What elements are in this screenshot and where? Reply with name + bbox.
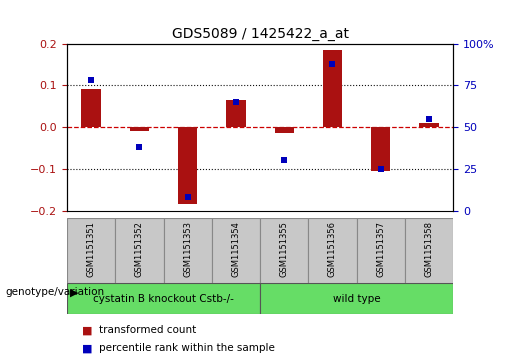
Text: GSM1151352: GSM1151352 [135,221,144,277]
Text: ■: ■ [82,325,93,335]
Bar [81,90,101,127]
Point [87,77,95,83]
Text: cystatin B knockout Cstb-/-: cystatin B knockout Cstb-/- [93,294,234,303]
Bar [274,127,294,133]
Text: GSM1151354: GSM1151354 [231,221,241,277]
Text: GSM1151358: GSM1151358 [424,221,434,277]
Text: ▶: ▶ [70,287,78,297]
Bar [356,218,405,283]
Point [280,158,288,163]
Bar [308,218,356,283]
Bar [323,50,342,127]
Bar [115,218,163,283]
Bar [226,100,246,127]
Point [376,166,385,172]
Bar [419,123,439,127]
Bar [163,218,212,283]
Bar [371,127,390,171]
Point [232,99,240,105]
Text: GSM1151353: GSM1151353 [183,221,192,277]
Text: transformed count: transformed count [99,325,197,335]
Bar [67,283,260,314]
Bar [212,218,260,283]
Bar [260,218,308,283]
Text: GSM1151355: GSM1151355 [280,221,289,277]
Text: wild type: wild type [333,294,381,303]
Text: ■: ■ [82,343,93,354]
Point [329,61,337,66]
Text: GSM1151351: GSM1151351 [87,221,96,277]
Text: GSM1151356: GSM1151356 [328,221,337,277]
Text: genotype/variation: genotype/variation [5,287,104,297]
Text: GSM1151357: GSM1151357 [376,221,385,277]
Bar [178,127,197,204]
Text: percentile rank within the sample: percentile rank within the sample [99,343,276,354]
Bar [130,127,149,131]
Bar [260,283,453,314]
Point [183,194,192,200]
Point [425,116,433,122]
Bar [67,218,115,283]
Bar [405,218,453,283]
Point [135,144,144,150]
Title: GDS5089 / 1425422_a_at: GDS5089 / 1425422_a_at [171,27,349,41]
